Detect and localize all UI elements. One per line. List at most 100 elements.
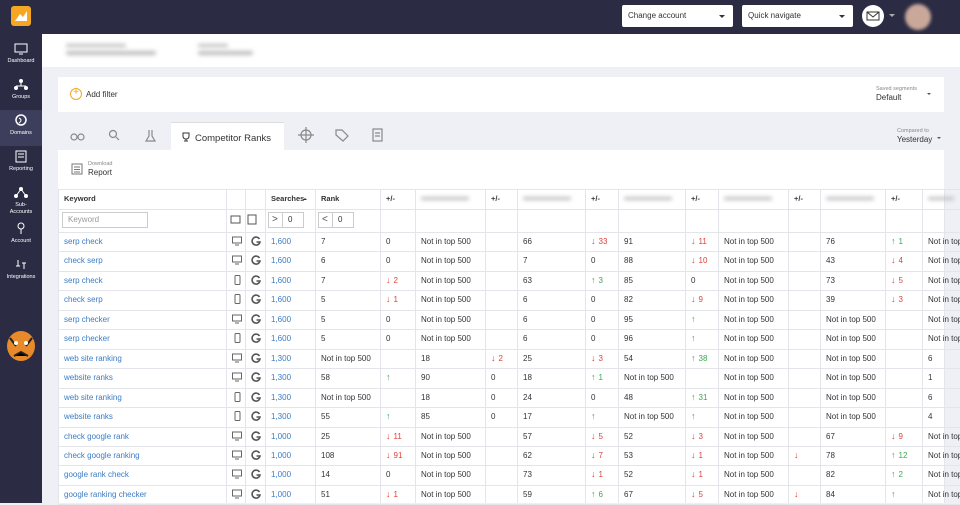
searches[interactable]: 1,600 — [265, 271, 315, 290]
searches[interactable]: 1,300 — [265, 407, 315, 426]
device-icon — [226, 407, 245, 426]
keyword[interactable]: check google rank — [58, 427, 226, 446]
change: ↓1 — [380, 290, 415, 309]
change: ↑ — [685, 310, 718, 329]
arrow-up: ↑ — [591, 271, 596, 290]
change-value: 11 — [699, 232, 707, 251]
keyword[interactable]: google ranking checker — [58, 485, 226, 504]
keyword[interactable]: google rank check — [58, 465, 226, 484]
rank: 14 — [315, 465, 380, 484]
rank: Not in top 500 — [922, 251, 960, 270]
change: ↓ — [788, 485, 820, 504]
searches[interactable]: 1,600 — [265, 232, 315, 251]
searches[interactable]: 1,000 — [265, 446, 315, 465]
rank: 78 — [820, 446, 885, 465]
device-icon — [226, 446, 245, 465]
rank: Not in top 500 — [415, 465, 485, 484]
arrow-down: ↓ — [891, 427, 896, 446]
rank: 6 — [517, 290, 585, 309]
rank: Not in top 500 — [820, 368, 885, 387]
filter-operator[interactable]: > — [268, 212, 283, 228]
rank: 5 — [315, 290, 380, 309]
filter-operator[interactable]: < — [318, 212, 333, 228]
change: ↓1 — [380, 485, 415, 504]
arrow-down: ↓ — [891, 251, 896, 270]
keyword[interactable]: website ranks — [58, 368, 226, 387]
change-value: 2 — [899, 465, 903, 484]
arrow-down: ↓ — [691, 232, 696, 251]
keyword[interactable]: serp check — [58, 271, 226, 290]
searches[interactable]: 1,000 — [265, 465, 315, 484]
filter-value[interactable]: 0 — [332, 212, 354, 228]
change: ↓3 — [585, 349, 618, 368]
rank: 73 — [820, 271, 885, 290]
searches[interactable]: 1,000 — [265, 485, 315, 504]
rank: 25 — [315, 427, 380, 446]
rank: Not in top 500 — [718, 349, 788, 368]
header-rank: Rank — [315, 189, 380, 208]
keyword[interactable]: web site ranking — [58, 388, 226, 407]
rank: Not in top 500 — [718, 446, 788, 465]
change-value: 1 — [699, 465, 703, 484]
searches[interactable]: 1,600 — [265, 290, 315, 309]
rank: Not in top 500 — [820, 388, 885, 407]
rank: Not in top 500 — [718, 427, 788, 446]
arrow-down: ↓ — [386, 427, 391, 446]
rank: 62 — [517, 446, 585, 465]
change-value: 31 — [699, 388, 708, 407]
searches[interactable]: 1,300 — [265, 368, 315, 387]
keyword[interactable]: check serp — [58, 251, 226, 270]
arrow-up: ↑ — [691, 310, 696, 329]
searches[interactable]: 1,300 — [265, 349, 315, 368]
rank: 43 — [820, 251, 885, 270]
arrow-down: ↓ — [891, 271, 896, 290]
header-change: +/- — [485, 189, 517, 208]
filter-value[interactable]: 0 — [282, 212, 304, 228]
keyword[interactable]: serp checker — [58, 310, 226, 329]
rank: 67 — [618, 485, 685, 504]
rank: Not in top 500 — [415, 446, 485, 465]
searches[interactable]: 1,600 — [265, 251, 315, 270]
rank: Not in top 500 — [415, 329, 485, 348]
keyword-filter[interactable]: Keyword — [62, 212, 148, 228]
header-searches[interactable]: Searches — [265, 189, 315, 208]
header-change: +/- — [585, 189, 618, 208]
rank: Not in top 500 — [922, 329, 960, 348]
arrow-up: ↑ — [891, 232, 896, 251]
rank: 18 — [415, 388, 485, 407]
change-value: 1 — [899, 232, 903, 251]
change: ↓5 — [585, 427, 618, 446]
rank: Not in top 500 — [415, 271, 485, 290]
rank: 54 — [618, 349, 685, 368]
rank: Not in top 500 — [718, 271, 788, 290]
change-value: 10 — [699, 251, 708, 270]
keyword[interactable]: web site ranking — [58, 349, 226, 368]
rank: Not in top 500 — [415, 485, 485, 504]
searches[interactable]: 1,300 — [265, 388, 315, 407]
change-value: 1 — [599, 465, 603, 484]
keyword[interactable]: serp check — [58, 232, 226, 251]
keyword[interactable]: website ranks — [58, 407, 226, 426]
arrow-down: ↓ — [491, 349, 496, 368]
arrow-down: ↓ — [591, 465, 596, 484]
rank: Not in top 500 — [922, 232, 960, 251]
change: ↑31 — [685, 388, 718, 407]
keyword[interactable]: serp checker — [58, 329, 226, 348]
rank: Not in top 500 — [718, 368, 788, 387]
device-filter-icons — [230, 214, 262, 228]
change-value: 1 — [394, 485, 398, 504]
keyword[interactable]: check google ranking — [58, 446, 226, 465]
arrow-down: ↓ — [691, 465, 696, 484]
searches[interactable]: 1,000 — [265, 427, 315, 446]
keyword[interactable]: check serp — [58, 290, 226, 309]
rank: 18 — [415, 349, 485, 368]
searches[interactable]: 1,600 — [265, 329, 315, 348]
rank: Not in top 500 — [922, 290, 960, 309]
change: ↓1 — [585, 465, 618, 484]
arrow-down: ↓ — [591, 349, 596, 368]
change: ↓3 — [685, 427, 718, 446]
rank: 51 — [315, 485, 380, 504]
device-icon — [226, 232, 245, 251]
searches[interactable]: 1,600 — [265, 310, 315, 329]
arrow-down: ↓ — [386, 446, 391, 465]
